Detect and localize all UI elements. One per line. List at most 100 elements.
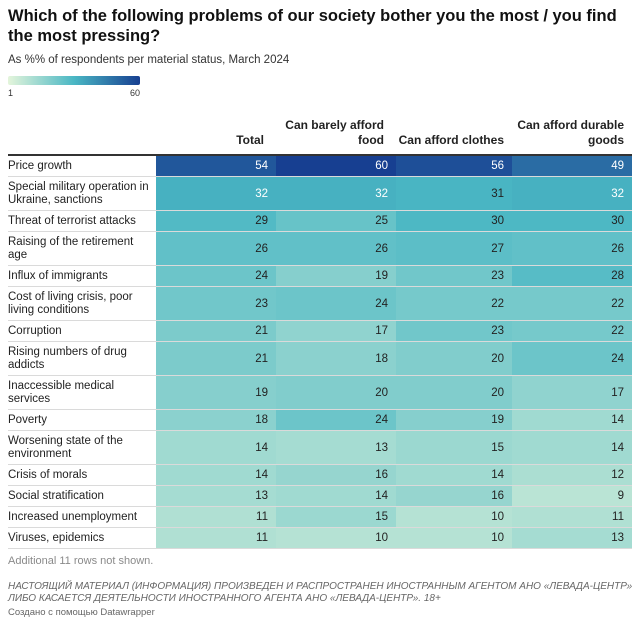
table-row: Rising numbers of drug addicts 21 18 20 24	[8, 342, 632, 376]
row-label: Increased unemployment	[8, 510, 138, 523]
table-cell: 14	[156, 431, 276, 464]
table-cell: 31	[396, 177, 512, 210]
legend-max-label: 60	[129, 88, 140, 98]
column-header-total[interactable]: Total	[236, 133, 264, 147]
table-cell: 18	[156, 410, 276, 430]
table-cell: 26	[276, 232, 396, 265]
table-row: Inaccessible medical services 19 20 20 17	[8, 376, 632, 410]
table-cell: 26	[156, 232, 276, 265]
column-header-durable-goods[interactable]: Can afford durable goods	[517, 118, 624, 147]
rows-hidden-note: Additional 11 rows not shown.	[8, 555, 154, 567]
table-cell: 24	[156, 266, 276, 286]
row-label: Crisis of morals	[8, 468, 88, 481]
row-label: Price growth	[8, 159, 72, 172]
table-cell: 14	[276, 486, 396, 506]
column-header-barely-food[interactable]: Can barely afford food	[285, 118, 384, 147]
table-cell: 17	[512, 376, 632, 409]
table-row: Price growth 54 60 56 49	[8, 156, 632, 177]
table-cell: 14	[396, 465, 512, 485]
header-divider	[8, 154, 632, 156]
table-cell: 23	[396, 266, 512, 286]
table-row: Increased unemployment 11 15 10 11	[8, 507, 632, 528]
table-cell: 16	[396, 486, 512, 506]
table-cell: 56	[396, 156, 512, 176]
table-cell: 10	[396, 507, 512, 527]
table-cell: 27	[396, 232, 512, 265]
data-table: Price growth 54 60 56 49 Special military ope…	[8, 156, 632, 549]
row-label: Worsening state of the environment	[8, 434, 123, 460]
chart-subtitle: As %% of respondents per material status…	[8, 54, 290, 66]
table-cell: 32	[512, 177, 632, 210]
table-cell: 24	[276, 287, 396, 320]
row-label: Poverty	[8, 413, 47, 426]
table-cell: 22	[512, 321, 632, 341]
row-label: Viruses, epidemics	[8, 531, 105, 544]
table-cell: 30	[512, 211, 632, 231]
table-cell: 22	[512, 287, 632, 320]
table-cell: 22	[396, 287, 512, 320]
table-cell: 24	[276, 410, 396, 430]
table-row: Threat of terrorist attacks 29 25 30 30	[8, 211, 632, 232]
table-cell: 29	[156, 211, 276, 231]
table-row: Special military operation in Ukraine, s…	[8, 177, 632, 211]
table-cell: 13	[276, 431, 396, 464]
row-label: Raising of the retirement age	[8, 235, 134, 261]
table-row: Raising of the retirement age 26 26 27 26	[8, 232, 632, 266]
table-row: Worsening state of the environment 14 13 15…	[8, 431, 632, 465]
chart-title: Which of the following problems of our s…	[8, 7, 617, 45]
legend-min-label: 1	[8, 88, 14, 98]
row-label: Cost of living crisis, poor living condi…	[8, 290, 133, 316]
table-cell: 12	[512, 465, 632, 485]
datawrapper-credit: Создано с помощью Datawrapper	[8, 607, 155, 618]
table-row: Crisis of morals 14 16 14 12	[8, 465, 632, 486]
table-cell: 24	[512, 342, 632, 375]
table-cell: 13	[156, 486, 276, 506]
row-label: Social stratification	[8, 489, 104, 502]
table-cell: 19	[156, 376, 276, 409]
color-legend-bar	[8, 76, 140, 85]
table-cell: 26	[512, 232, 632, 265]
table-row: Poverty 18 24 19 14	[8, 410, 632, 431]
row-label: Inaccessible medical services	[8, 379, 115, 405]
table-header: Total Can barely afford food Can afford …	[8, 118, 632, 154]
table-cell: 21	[156, 342, 276, 375]
table-cell: 11	[156, 507, 276, 527]
row-label: Influx of immigrants	[8, 269, 108, 282]
table-cell: 21	[156, 321, 276, 341]
table-cell: 17	[276, 321, 396, 341]
table-cell: 20	[276, 376, 396, 409]
table-cell: 14	[512, 410, 632, 430]
table-row: Viruses, epidemics 11 10 10 13	[8, 528, 632, 549]
table-cell: 11	[512, 507, 632, 527]
table-cell: 23	[396, 321, 512, 341]
table-cell: 25	[276, 211, 396, 231]
table-cell: 19	[276, 266, 396, 286]
table-cell: 60	[276, 156, 396, 176]
table-cell: 19	[396, 410, 512, 430]
table-cell: 49	[512, 156, 632, 176]
table-cell: 14	[512, 431, 632, 464]
table-cell: 9	[512, 486, 632, 506]
row-label: Special military operation in Ukraine, s…	[8, 180, 149, 206]
table-cell: 28	[512, 266, 632, 286]
row-label: Rising numbers of drug addicts	[8, 345, 127, 371]
column-header-clothes[interactable]: Can afford clothes	[398, 133, 504, 147]
table-cell: 30	[396, 211, 512, 231]
table-cell: 11	[156, 528, 276, 548]
table-cell: 10	[396, 528, 512, 548]
table-cell: 23	[156, 287, 276, 320]
table-row: Social stratification 13 14 16 9	[8, 486, 632, 507]
table-cell: 32	[156, 177, 276, 210]
table-cell: 10	[276, 528, 396, 548]
table-cell: 54	[156, 156, 276, 176]
table-cell: 16	[276, 465, 396, 485]
table-cell: 15	[276, 507, 396, 527]
row-label: Threat of terrorist attacks	[8, 214, 136, 227]
table-cell: 15	[396, 431, 512, 464]
table-cell: 20	[396, 376, 512, 409]
table-row: Cost of living crisis, poor living condi…	[8, 287, 632, 321]
table-cell: 14	[156, 465, 276, 485]
table-cell: 18	[276, 342, 396, 375]
table-cell: 13	[512, 528, 632, 548]
table-row: Influx of immigrants 24 19 23 28	[8, 266, 632, 287]
